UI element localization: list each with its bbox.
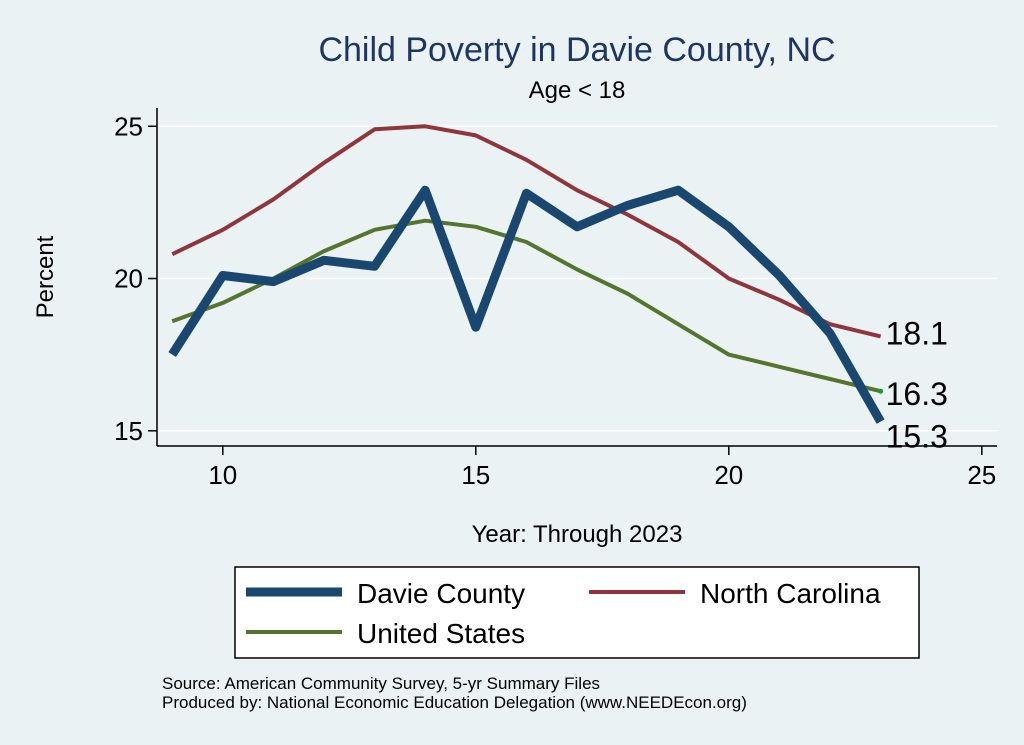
legend-label-north-carolina: North Carolina bbox=[700, 578, 881, 609]
y-axis-ticks: 15 20 25 bbox=[114, 111, 157, 446]
end-label-united-states: 16.3 bbox=[886, 376, 948, 412]
legend-box bbox=[234, 566, 920, 659]
x-axis-ticks: 10 15 20 25 bbox=[208, 446, 996, 490]
legend-label-united-states: United States bbox=[357, 618, 525, 649]
series-line-united-states bbox=[171, 218, 882, 394]
x-tick-label-25: 25 bbox=[967, 460, 996, 490]
x-tick-label-20: 20 bbox=[714, 460, 743, 490]
x-tick-label-15: 15 bbox=[461, 460, 490, 490]
x-tick-label-10: 10 bbox=[208, 460, 237, 490]
legend: Davie County North Carolina United State… bbox=[234, 566, 920, 659]
series-line-davie-county bbox=[168, 185, 885, 424]
gridlines bbox=[157, 125, 997, 432]
plot-area: 15 20 25 10 15 20 25 15.3 18.1 16.3 bbox=[114, 108, 997, 490]
end-label-davie-county: 15.3 bbox=[886, 419, 948, 455]
series-line-north-carolina bbox=[171, 124, 882, 339]
legend-label-davie-county: Davie County bbox=[357, 578, 525, 609]
chart-subtitle: Age < 18 bbox=[529, 77, 626, 104]
y-tick-label-20: 20 bbox=[114, 264, 143, 294]
chart-title: Child Poverty in Davie County, NC bbox=[318, 31, 835, 69]
x-axis-title: Year: Through 2023 bbox=[472, 521, 683, 548]
y-tick-label-25: 25 bbox=[114, 111, 143, 141]
produced-note: Produced by: National Economic Education… bbox=[162, 693, 747, 712]
end-labels: 15.3 18.1 16.3 bbox=[886, 315, 948, 454]
y-axis-title: Percent bbox=[32, 235, 59, 318]
end-marker-united-states bbox=[878, 388, 884, 394]
series-lines bbox=[168, 124, 885, 424]
source-note: Source: American Community Survey, 5-yr … bbox=[162, 674, 600, 693]
y-tick-label-15: 15 bbox=[114, 416, 143, 446]
end-label-north-carolina: 18.1 bbox=[886, 315, 948, 351]
